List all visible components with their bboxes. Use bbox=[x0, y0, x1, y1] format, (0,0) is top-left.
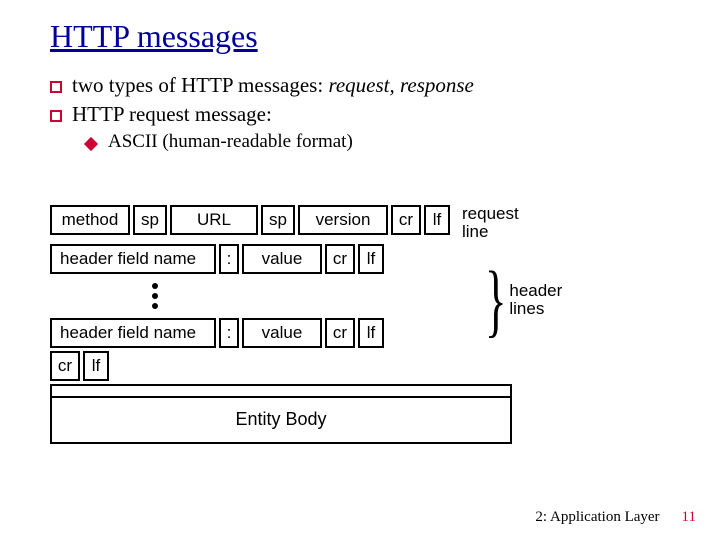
entity-body-block: Entity Body bbox=[50, 384, 670, 444]
cell-method: method bbox=[50, 205, 130, 235]
cell-lf: lf bbox=[358, 318, 384, 348]
bullet-2-text: HTTP request message: bbox=[72, 102, 272, 127]
header-lines-brace: } header lines bbox=[470, 250, 562, 350]
sub-bullet-1: ASCII (human-readable format) bbox=[86, 131, 680, 153]
bullet-1-emph: request, response bbox=[328, 73, 473, 97]
bullet-1-text: two types of HTTP messages: bbox=[72, 73, 328, 97]
vertical-dots-icon bbox=[50, 277, 260, 315]
entity-top-strip bbox=[50, 384, 512, 396]
cell-url: URL bbox=[170, 205, 258, 235]
cell-cr: cr bbox=[325, 244, 355, 274]
cell-header-field-name: header field name bbox=[50, 318, 216, 348]
cell-lf: lf bbox=[83, 351, 109, 381]
square-bullet-icon bbox=[50, 110, 62, 122]
bullet-2: HTTP request message: bbox=[50, 102, 680, 127]
http-message-diagram: method sp URL sp version cr lf request l… bbox=[50, 205, 670, 444]
cell-colon: : bbox=[219, 318, 239, 348]
header-row: header field name : value cr lf bbox=[50, 318, 670, 348]
square-bullet-icon bbox=[50, 81, 62, 93]
cell-lf: lf bbox=[424, 205, 450, 235]
diamond-bullet-icon bbox=[84, 137, 98, 151]
cell-value: value bbox=[242, 318, 322, 348]
cell-cr: cr bbox=[391, 205, 421, 235]
cell-version: version bbox=[298, 205, 388, 235]
cell-colon: : bbox=[219, 244, 239, 274]
cell-sp: sp bbox=[133, 205, 167, 235]
brace-icon: } bbox=[485, 271, 507, 328]
cell-header-field-name: header field name bbox=[50, 244, 216, 274]
label-request-line: request line bbox=[462, 205, 519, 241]
cell-value: value bbox=[242, 244, 322, 274]
cell-lf: lf bbox=[358, 244, 384, 274]
header-row: header field name : value cr lf bbox=[50, 244, 670, 274]
bullet-1: two types of HTTP messages: request, res… bbox=[50, 73, 680, 98]
cell-entity-body: Entity Body bbox=[50, 396, 512, 444]
cell-sp: sp bbox=[261, 205, 295, 235]
cell-cr: cr bbox=[325, 318, 355, 348]
sub-bullet-text: ASCII (human-readable format) bbox=[108, 131, 353, 153]
footer-page-number: 11 bbox=[682, 509, 696, 526]
crlf-row: cr lf bbox=[50, 351, 670, 381]
slide-footer: 2: Application Layer 11 bbox=[535, 509, 696, 526]
cell-cr: cr bbox=[50, 351, 80, 381]
label-header-lines: header lines bbox=[509, 282, 562, 318]
slide-title: HTTP messages bbox=[50, 18, 680, 55]
request-line-row: method sp URL sp version cr lf request l… bbox=[50, 205, 670, 241]
footer-chapter: 2: Application Layer bbox=[535, 509, 659, 526]
ellipsis-row bbox=[50, 277, 670, 315]
